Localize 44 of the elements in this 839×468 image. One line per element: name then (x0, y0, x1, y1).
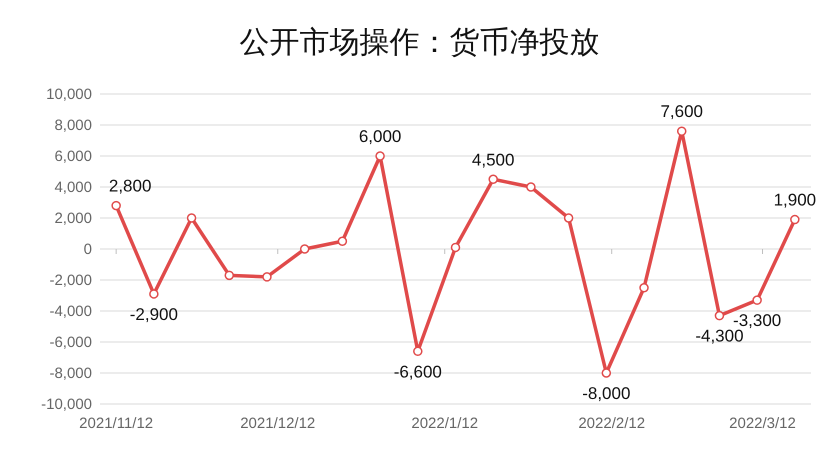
data-label: 1,900 (774, 190, 816, 210)
y-tick-label: 8,000 (54, 117, 92, 134)
y-tick-label: -8,000 (49, 365, 92, 382)
data-label: -2,900 (130, 304, 178, 324)
y-tick-label: -10,000 (41, 396, 92, 413)
y-tick-label: 10,000 (46, 86, 92, 103)
point (300, 244, 310, 254)
data-label: 4,500 (472, 150, 514, 170)
data-label: -8,000 (582, 384, 630, 403)
y-tick-label: -6,000 (49, 334, 92, 351)
point (450, 242, 460, 252)
point (262, 272, 272, 282)
point (224, 270, 234, 280)
x-tick-label: 2021/12/12 (240, 415, 316, 432)
x-tick-label: 2022/3/12 (729, 415, 796, 432)
y-tick-label: 0 (84, 241, 92, 258)
data-label: 6,000 (358, 127, 402, 146)
x-tick-label: 2021/11/12 (79, 415, 154, 432)
x-tick-label: 2022/1/12 (411, 415, 478, 432)
point (186, 213, 196, 223)
point (338, 236, 348, 246)
point (149, 289, 159, 299)
point (639, 283, 649, 292)
point (488, 174, 498, 184)
y-tick-label: -2,000 (49, 272, 92, 289)
point (752, 295, 762, 305)
point (602, 368, 612, 378)
y-tick-label: 6,000 (54, 148, 92, 165)
point (413, 346, 423, 356)
point (526, 182, 536, 192)
chart-title: 公开市场操作：货币净投放 (240, 25, 600, 60)
y-tick-label: 2,000 (54, 210, 92, 227)
point (676, 126, 686, 136)
point (790, 214, 800, 224)
data-label: -6,600 (394, 362, 442, 382)
point (564, 213, 574, 223)
data-label: 2,800 (108, 176, 152, 196)
point (714, 310, 724, 320)
y-tick-label: -4,000 (49, 303, 92, 320)
data-label: 7,600 (660, 102, 703, 122)
y-tick-label: 4,000 (54, 179, 92, 196)
point (111, 200, 121, 210)
point (375, 151, 385, 161)
x-tick-label: 2022/2/12 (578, 415, 646, 432)
